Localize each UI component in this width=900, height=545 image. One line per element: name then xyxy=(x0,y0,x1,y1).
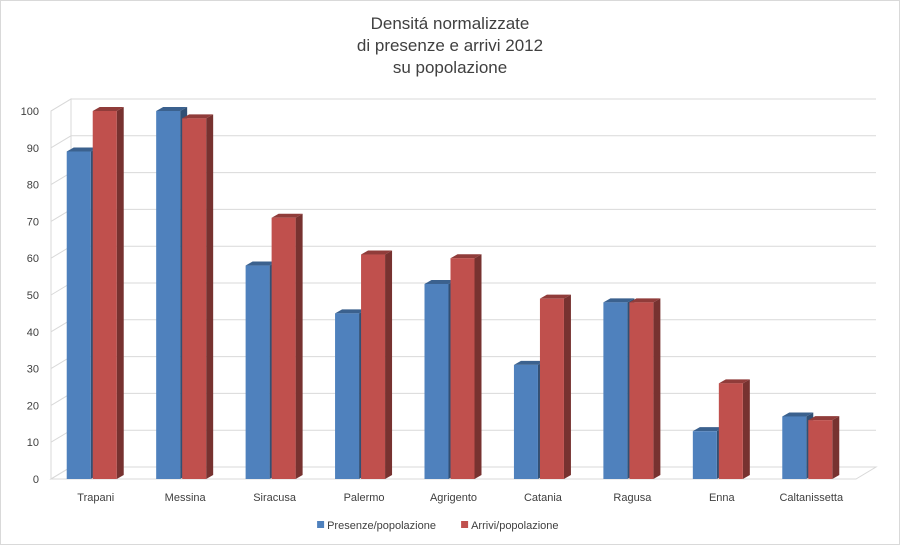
legend-label: Arrivi/popolazione xyxy=(471,520,558,532)
bar-arrivi xyxy=(271,213,303,479)
category-label: Trapani xyxy=(77,492,114,504)
y-tick-label: 30 xyxy=(27,364,39,376)
gridline xyxy=(50,98,876,112)
category-label: Messina xyxy=(165,492,207,504)
chart-title-line-1: Densitá normalizzate xyxy=(371,14,530,33)
y-tick-label: 40 xyxy=(27,327,39,339)
legend-item: Presenze/popolazione xyxy=(317,520,436,532)
y-tick-label: 70 xyxy=(27,216,39,228)
legend-item: Arrivi/popolazione xyxy=(461,520,559,532)
bar-arrivi xyxy=(718,379,750,479)
bar-arrivi xyxy=(539,294,571,479)
category-label: Enna xyxy=(709,492,736,504)
legend-swatch xyxy=(317,521,325,528)
legend-label: Presenze/popolazione xyxy=(327,520,436,532)
y-tick-label: 0 xyxy=(33,474,39,486)
category-label: Ragusa xyxy=(613,492,652,504)
chart-title-line-2: di presenze e arrivi 2012 xyxy=(357,36,543,55)
bar-arrivi xyxy=(808,416,840,479)
y-tick-label: 50 xyxy=(27,290,39,302)
y-tick-label: 10 xyxy=(27,437,39,449)
gridline xyxy=(50,135,876,149)
legend: Presenze/popolazione Arrivi/popolazione xyxy=(317,520,559,532)
bar-arrivi xyxy=(629,298,661,479)
legend-swatch xyxy=(461,521,469,528)
bars xyxy=(66,107,840,480)
y-tick-label: 60 xyxy=(27,253,39,265)
bar-arrivi xyxy=(182,114,214,480)
bar-presenze xyxy=(603,298,635,479)
category-label: Siracusa xyxy=(253,492,297,504)
category-label: Palermo xyxy=(344,492,385,504)
y-tick-label: 100 xyxy=(21,106,39,118)
category-label: Agrigento xyxy=(430,492,477,504)
bar-arrivi xyxy=(450,254,482,479)
bar-arrivi xyxy=(92,107,124,479)
x-axis: Trapani Messina Siracusa Palermo Agrigento Ca… xyxy=(77,492,844,504)
y-tick-label: 20 xyxy=(27,400,39,412)
chart-title: Densitá normalizzate di presenze e arriv… xyxy=(357,14,543,77)
category-label: Catania xyxy=(524,492,563,504)
y-tick-label: 90 xyxy=(27,143,39,155)
category-label: Caltanissetta xyxy=(779,492,843,504)
y-axis: 0 10 20 30 40 50 60 70 80 90 100 xyxy=(21,106,39,486)
y-tick-label: 80 xyxy=(27,180,39,192)
bar-arrivi xyxy=(361,250,393,479)
chart-title-line-3: su popolazione xyxy=(393,58,507,77)
